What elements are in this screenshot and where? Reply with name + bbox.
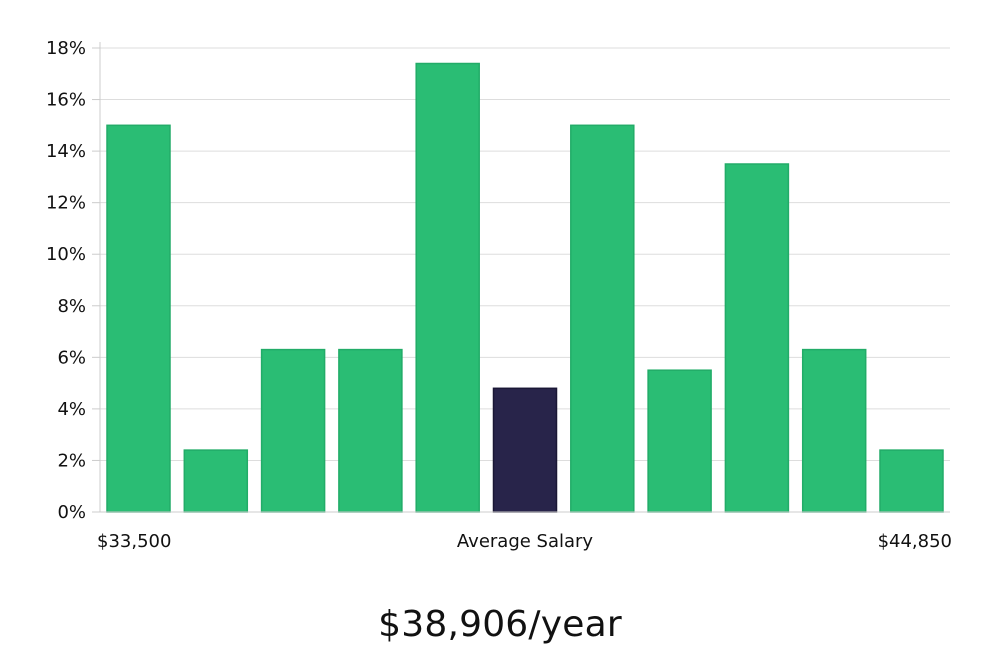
bar-2	[183, 449, 249, 513]
bar-3	[260, 348, 326, 513]
average-salary-value: $38,906/year	[378, 604, 622, 645]
x-label-min-salary: $33,500	[97, 531, 171, 552]
bar-1	[106, 124, 171, 513]
bars	[106, 62, 944, 513]
bar-average-salary	[492, 387, 558, 513]
salary-distribution-chart: 0% 2% 4% 6% 8% 10% 12% 14% 16% 18% $33,500 Averag…	[46, 38, 952, 552]
y-tick-label: 6%	[57, 347, 86, 368]
y-tick-label: 14%	[46, 141, 86, 162]
bar-8	[647, 369, 712, 513]
bar-7	[570, 124, 635, 513]
bar-9	[724, 163, 790, 513]
y-tick-label: 0%	[57, 502, 86, 523]
y-tick-label: 12%	[46, 193, 86, 214]
x-label-max-salary: $44,850	[878, 531, 952, 552]
y-tick-label: 18%	[46, 38, 86, 59]
x-label-average-salary: Average Salary	[457, 531, 594, 552]
bar-10	[801, 348, 867, 513]
bar-4	[338, 348, 403, 513]
bar-11	[879, 449, 944, 513]
bar-5	[415, 62, 480, 513]
y-tick-label: 2%	[57, 450, 86, 471]
y-tick-label: 16%	[46, 90, 86, 111]
y-tick-label: 4%	[57, 399, 86, 420]
y-tick-label: 8%	[57, 296, 86, 317]
y-axis-tick-labels: 0% 2% 4% 6% 8% 10% 12% 14% 16% 18%	[46, 38, 100, 523]
gridlines	[100, 47, 950, 461]
x-axis-labels: $33,500 Average Salary $44,850	[97, 531, 952, 552]
y-tick-label: 10%	[46, 244, 86, 265]
